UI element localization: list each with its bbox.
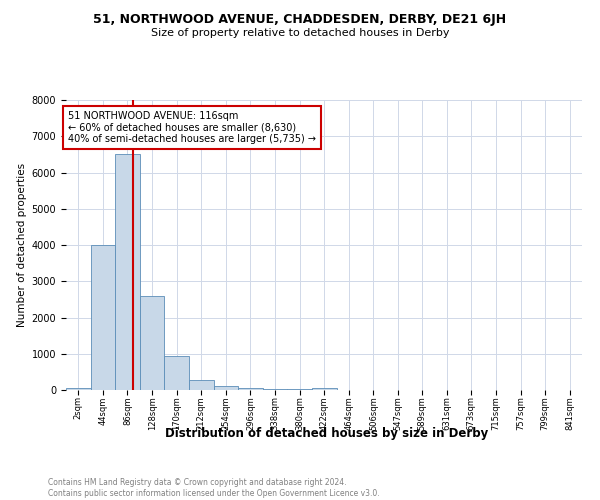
Bar	[115, 154, 140, 390]
Text: 51 NORTHWOOD AVENUE: 116sqm
← 60% of detached houses are smaller (8,630)
40% of : 51 NORTHWOOD AVENUE: 116sqm ← 60% of det…	[68, 111, 316, 144]
Bar	[91, 245, 115, 390]
Text: Size of property relative to detached houses in Derby: Size of property relative to detached ho…	[151, 28, 449, 38]
Bar	[312, 388, 337, 390]
Bar	[238, 388, 263, 390]
Text: 51, NORTHWOOD AVENUE, CHADDESDEN, DERBY, DE21 6JH: 51, NORTHWOOD AVENUE, CHADDESDEN, DERBY,…	[94, 12, 506, 26]
Bar	[140, 296, 164, 390]
Text: Contains HM Land Registry data © Crown copyright and database right 2024.
Contai: Contains HM Land Registry data © Crown c…	[48, 478, 380, 498]
Bar	[214, 386, 238, 390]
Y-axis label: Number of detached properties: Number of detached properties	[17, 163, 28, 327]
Bar	[189, 380, 214, 390]
Bar	[66, 388, 91, 390]
Text: Distribution of detached houses by size in Derby: Distribution of detached houses by size …	[166, 428, 488, 440]
Bar	[164, 356, 189, 390]
Bar	[263, 389, 287, 390]
